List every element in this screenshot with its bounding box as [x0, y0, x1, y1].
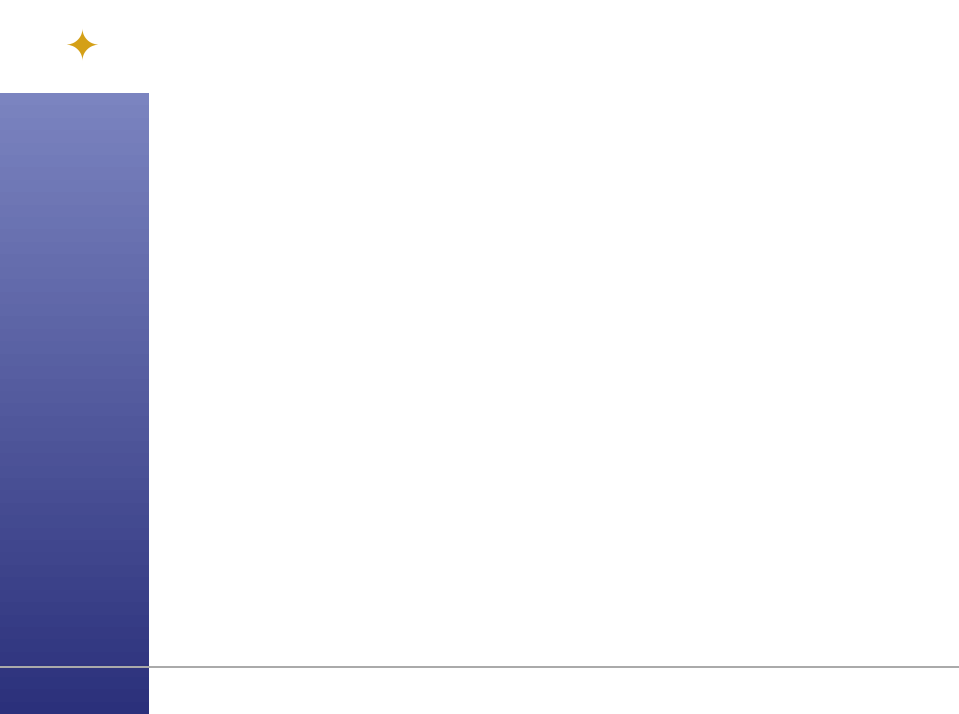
- Text: ✦: ✦: [64, 27, 99, 69]
- Wedge shape: [317, 227, 484, 403]
- Text: Kestokulutus-
tavarat 7,8 %
(+4 %): Kestokulutus- tavarat 7,8 % (+4 %): [200, 357, 299, 407]
- Text: Investointitavarat
20,8 % (-0 %): Investointitavarat 20,8 % (-0 %): [200, 600, 331, 632]
- Text: Muut kulutus-
tavarat 20,0 %
(+2 %): Muut kulutus- tavarat 20,0 % (+2 %): [275, 114, 385, 164]
- Wedge shape: [312, 403, 484, 578]
- Wedge shape: [484, 227, 661, 523]
- Wedge shape: [309, 348, 484, 433]
- Text: 31.8.2015: 31.8.2015: [29, 684, 92, 698]
- Text: edellisen vuoden vastaavaan ajanjaksoon (%): edellisen vuoden vastaavaan ajanjaksoon …: [297, 68, 635, 83]
- Text: MUKAAN 2015(1-6); (CPA); Osuus tuonnista ja arvon muutos: MUKAAN 2015(1-6); (CPA); Osuus tuonnista…: [297, 41, 741, 56]
- Text: TULL·CUSTOMS: TULL·CUSTOMS: [155, 60, 252, 73]
- Text: 7: 7: [923, 684, 930, 698]
- Text: Raaka-aineet ja
tuotantohyödyk-
keet 36,9 %
(-3 %): Raaka-aineet ja tuotantohyödyk- keet 36,…: [736, 265, 857, 332]
- Text: TULLI Tilastointi: TULLI Tilastointi: [430, 684, 529, 698]
- Text: Tulli: Tulli: [155, 13, 238, 47]
- Text: TUONTI TAVAROIDEN KÄYTTÖTARKOITUKSEN: TUONTI TAVAROIDEN KÄYTTÖTARKOITUKSEN: [297, 14, 748, 31]
- Text: Energiatuotteet
14,5 % (-37 %): Energiatuotteet 14,5 % (-37 %): [661, 620, 776, 653]
- Wedge shape: [469, 403, 614, 578]
